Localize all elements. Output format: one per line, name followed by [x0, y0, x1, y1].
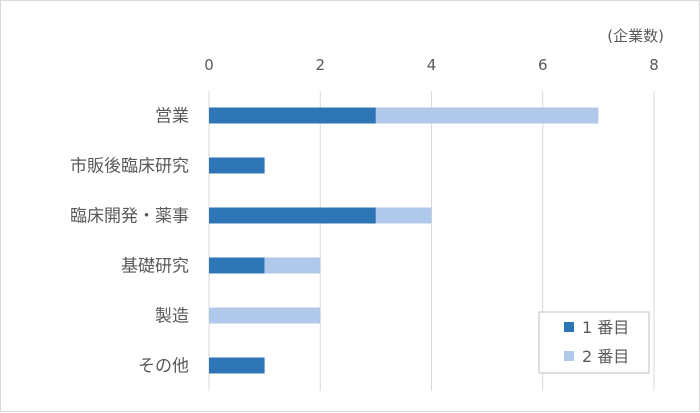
- bar-series-2: [375, 207, 432, 224]
- bar-series-1: [209, 257, 265, 274]
- x-tick-label: 6: [538, 56, 548, 74]
- bar-series-2: [209, 307, 321, 324]
- category-label: 市販後臨床研究: [70, 157, 189, 177]
- x-tick-label: 8: [649, 56, 659, 74]
- legend-label: 1 番目: [582, 318, 629, 337]
- legend-swatch: [564, 322, 574, 332]
- bar-series-1: [209, 107, 376, 124]
- bar-series-1: [209, 357, 265, 374]
- x-tick-label: 2: [315, 56, 325, 74]
- category-label: その他: [138, 357, 189, 377]
- bar-series-2: [264, 257, 321, 274]
- legend-swatch: [564, 351, 574, 361]
- category-label: 臨床開発・薬事: [70, 207, 189, 227]
- x-tick-label: 0: [204, 56, 214, 74]
- unit-label: (企業数): [607, 27, 664, 45]
- category-label: 製造: [155, 307, 189, 327]
- bar-series-1: [209, 157, 265, 174]
- x-tick-label: 4: [427, 56, 437, 74]
- category-label: 基礎研究: [121, 257, 189, 277]
- bar-series-1: [209, 207, 376, 224]
- legend: [538, 311, 650, 374]
- legend-label: 2 番目: [582, 347, 629, 366]
- bar-series-2: [375, 107, 599, 124]
- category-label: 営業: [155, 107, 189, 127]
